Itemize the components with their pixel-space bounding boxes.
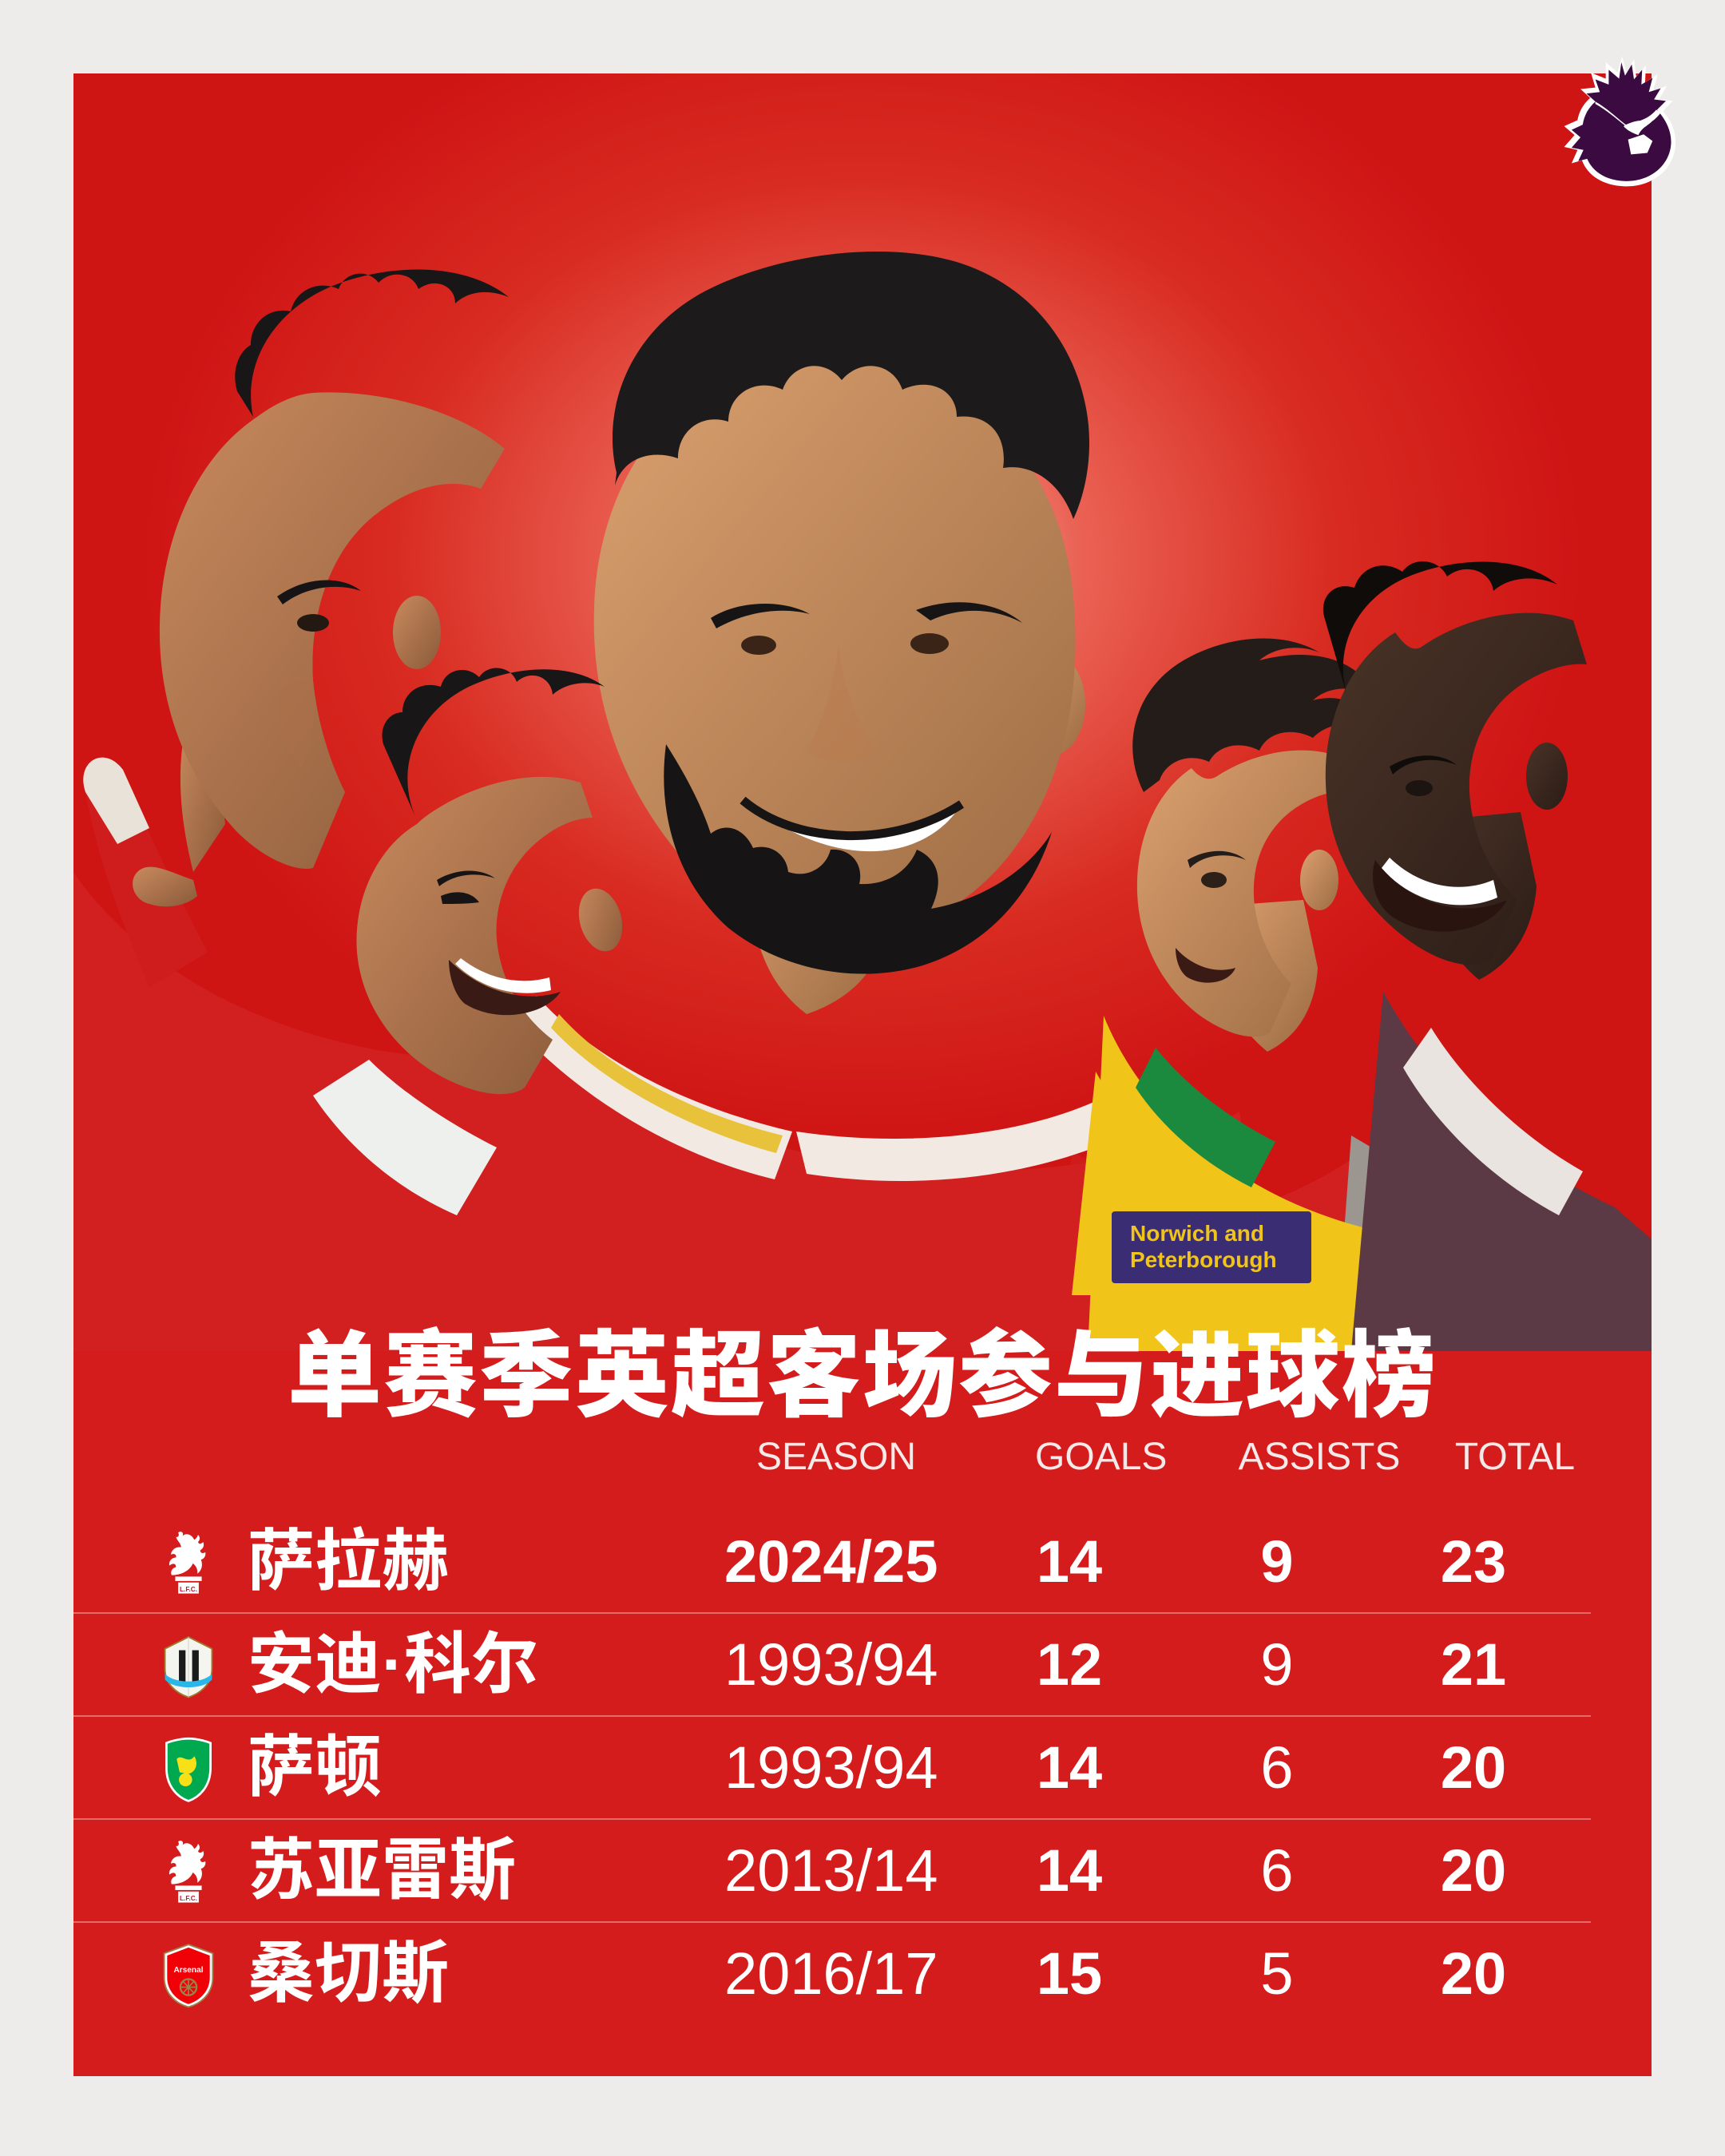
svg-text:Norwich and: Norwich and	[1130, 1221, 1264, 1246]
svg-text:L.F.C.: L.F.C.	[180, 1586, 197, 1593]
svg-text:Peterborough: Peterborough	[1130, 1247, 1277, 1272]
svg-text:Arsenal: Arsenal	[173, 1966, 203, 1975]
svg-text:L.F.C.: L.F.C.	[180, 1895, 197, 1902]
